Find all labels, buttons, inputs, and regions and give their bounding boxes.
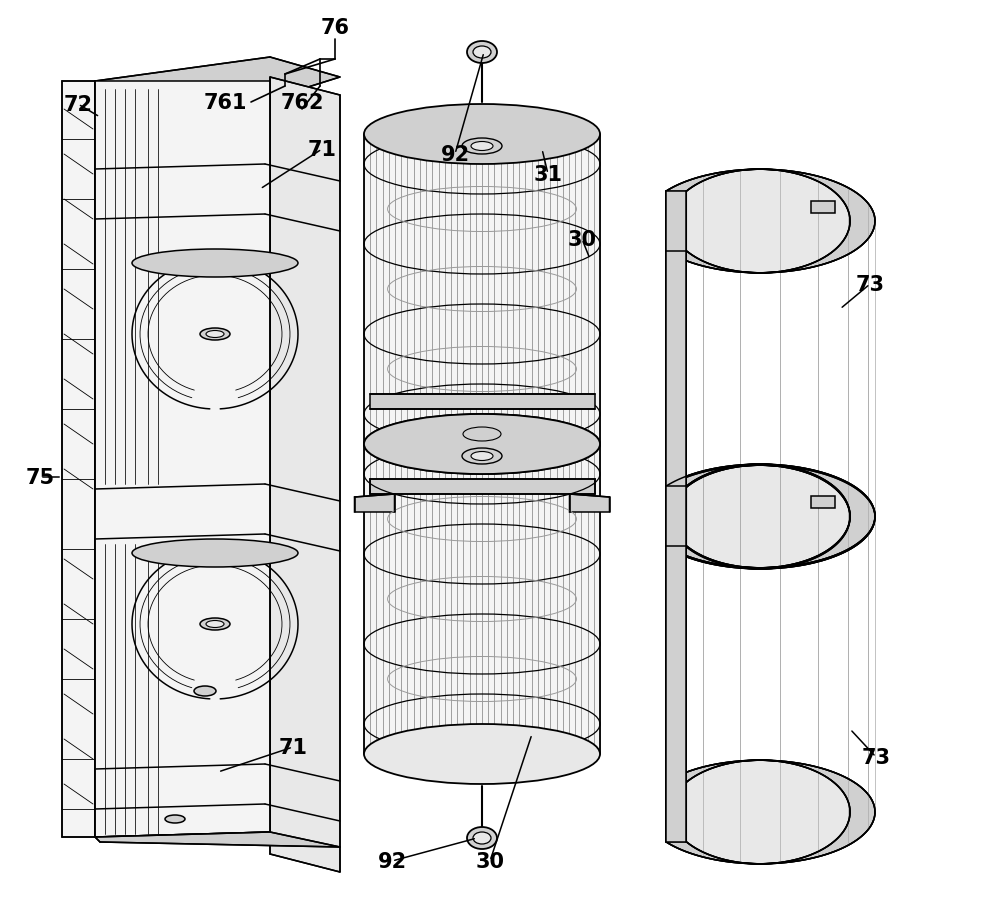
Polygon shape <box>370 479 594 495</box>
Text: 92: 92 <box>440 145 470 165</box>
Text: 31: 31 <box>534 165 562 185</box>
Polygon shape <box>666 465 875 568</box>
Polygon shape <box>364 445 600 754</box>
Ellipse shape <box>200 619 230 630</box>
Ellipse shape <box>194 686 216 696</box>
Polygon shape <box>364 135 600 445</box>
Polygon shape <box>570 495 610 512</box>
Polygon shape <box>666 761 875 864</box>
Text: 30: 30 <box>476 851 505 871</box>
Ellipse shape <box>471 452 493 461</box>
Ellipse shape <box>462 448 502 465</box>
Text: 75: 75 <box>25 467 55 487</box>
Polygon shape <box>686 170 850 569</box>
Ellipse shape <box>473 832 491 844</box>
Ellipse shape <box>444 422 520 447</box>
Ellipse shape <box>132 250 298 278</box>
Ellipse shape <box>132 539 298 568</box>
Ellipse shape <box>427 415 537 454</box>
Ellipse shape <box>364 105 600 165</box>
Ellipse shape <box>206 620 224 628</box>
Ellipse shape <box>200 329 230 341</box>
Text: 73: 73 <box>862 747 891 767</box>
Polygon shape <box>62 82 95 837</box>
Text: 71: 71 <box>278 737 308 757</box>
Ellipse shape <box>206 331 224 338</box>
Ellipse shape <box>463 427 501 442</box>
Polygon shape <box>666 466 875 569</box>
Ellipse shape <box>473 47 491 59</box>
Polygon shape <box>666 170 875 569</box>
Polygon shape <box>666 170 875 273</box>
Ellipse shape <box>364 415 600 475</box>
Polygon shape <box>666 546 686 842</box>
Polygon shape <box>95 82 270 837</box>
Text: 73: 73 <box>856 275 885 294</box>
Ellipse shape <box>364 415 600 475</box>
Ellipse shape <box>467 827 497 849</box>
Text: 92: 92 <box>377 851 407 871</box>
Text: 762: 762 <box>280 93 324 113</box>
Polygon shape <box>811 201 835 214</box>
Polygon shape <box>686 465 850 864</box>
Polygon shape <box>270 78 340 872</box>
Text: 72: 72 <box>64 95 92 115</box>
Ellipse shape <box>467 42 497 64</box>
Ellipse shape <box>471 142 493 151</box>
Polygon shape <box>354 495 394 512</box>
Text: 30: 30 <box>568 230 596 250</box>
Polygon shape <box>666 486 686 783</box>
Text: 76: 76 <box>320 18 350 38</box>
Polygon shape <box>666 251 686 548</box>
Ellipse shape <box>364 724 600 784</box>
Polygon shape <box>370 394 594 410</box>
Text: 761: 761 <box>203 93 247 113</box>
Ellipse shape <box>462 138 502 155</box>
Text: 71: 71 <box>308 140 336 159</box>
Polygon shape <box>95 58 340 100</box>
Polygon shape <box>666 465 875 864</box>
Polygon shape <box>666 192 686 487</box>
Ellipse shape <box>165 815 185 824</box>
Polygon shape <box>95 832 340 847</box>
Polygon shape <box>811 496 835 508</box>
